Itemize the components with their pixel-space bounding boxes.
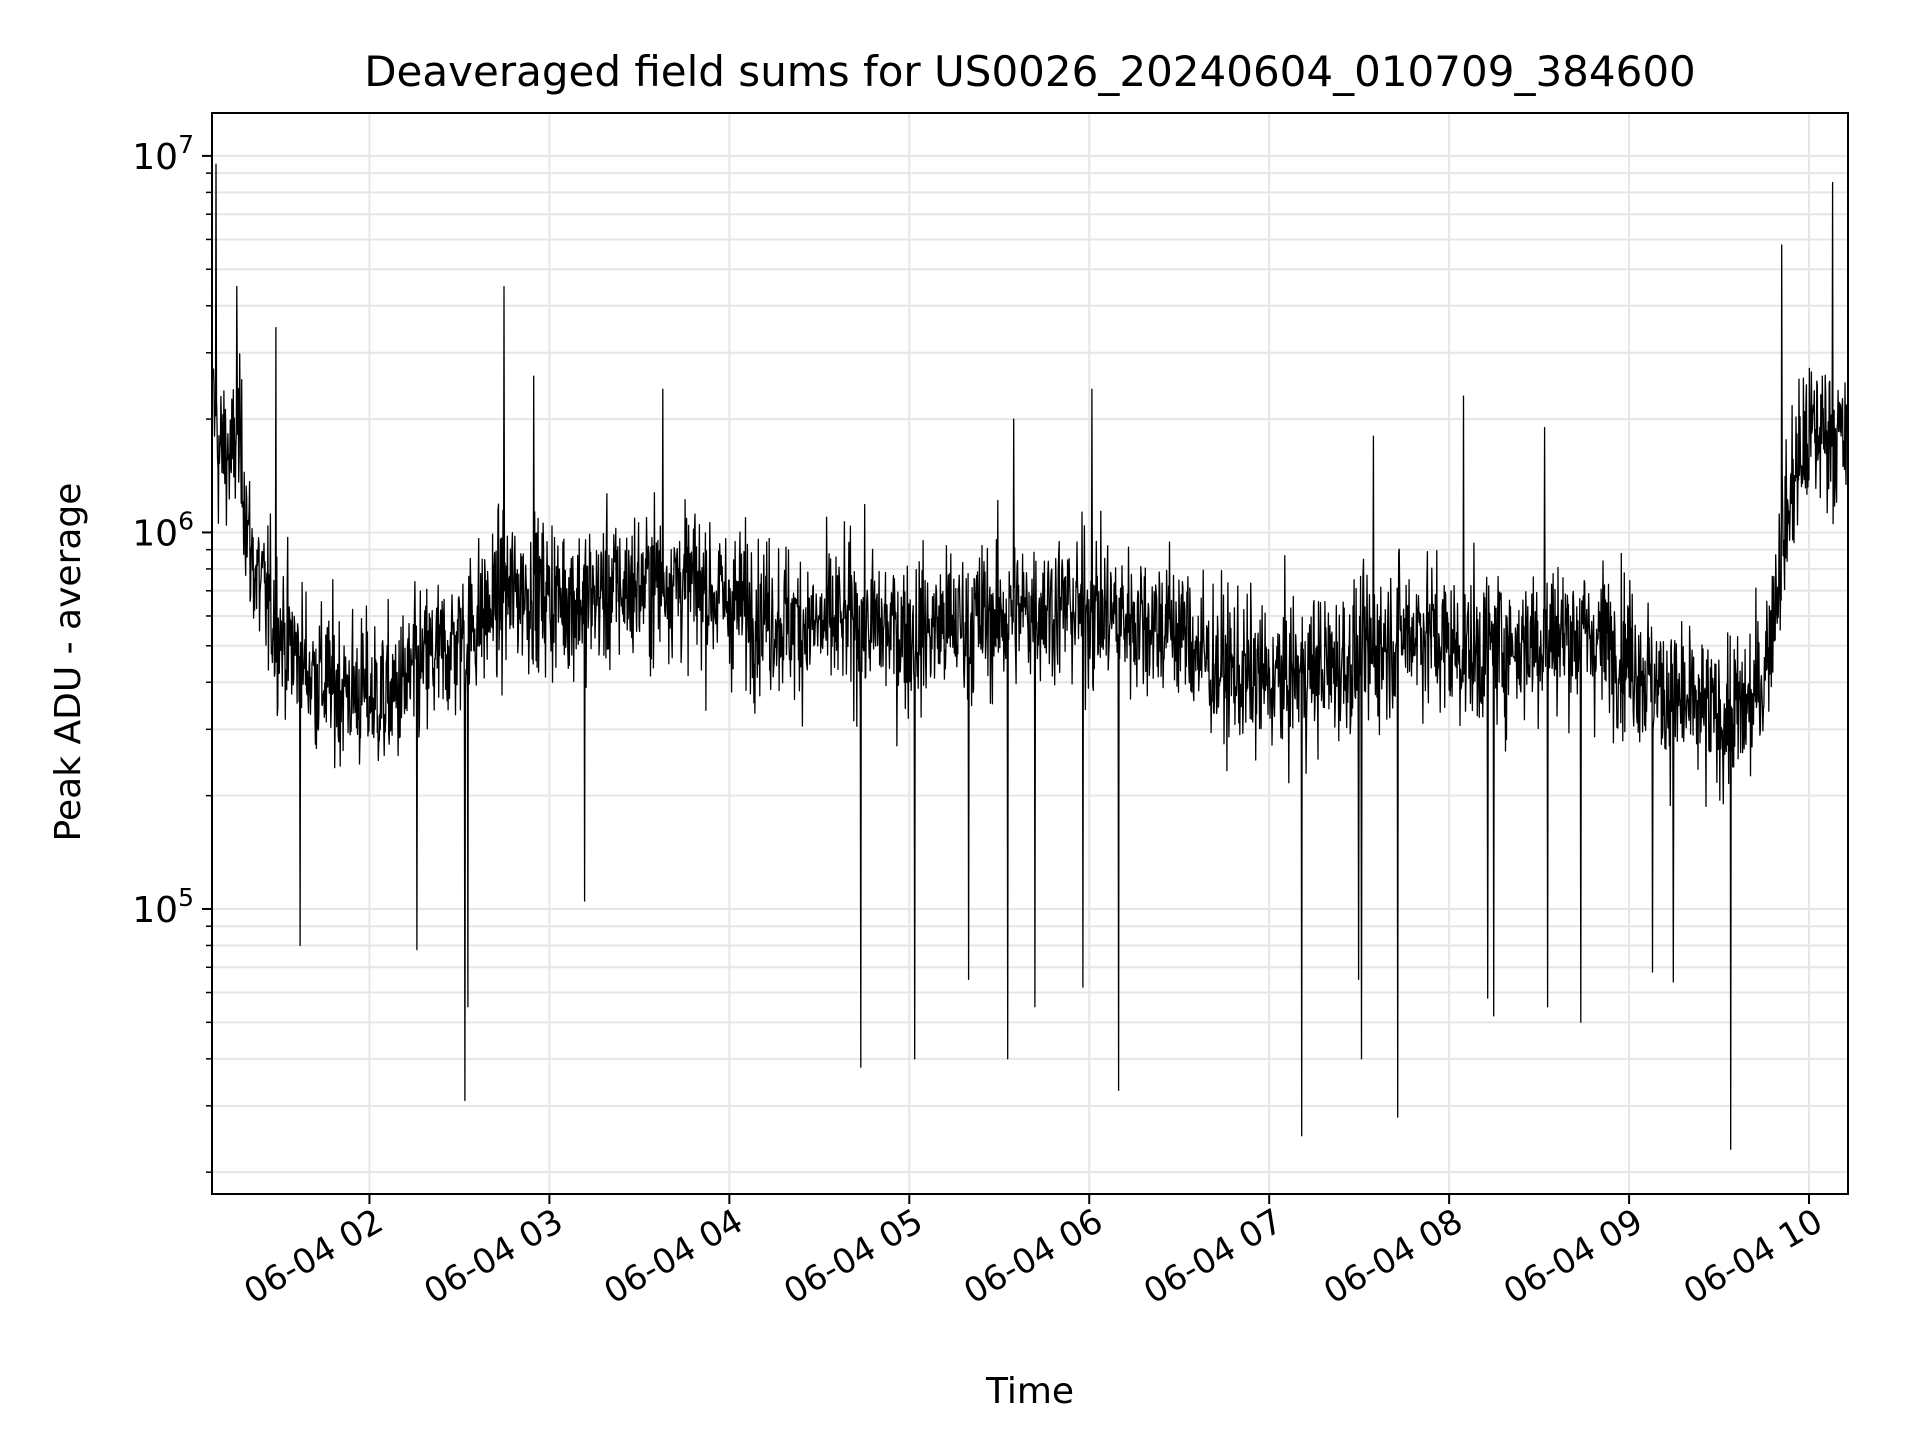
y-tick-label: 107 xyxy=(132,130,194,178)
y-tick-label: 106 xyxy=(132,506,194,554)
y-tick-label: 105 xyxy=(132,883,194,931)
series-line xyxy=(212,163,1848,1150)
plot-frame xyxy=(211,112,1849,1195)
y-axis-label: Peak ADU - average xyxy=(48,483,89,842)
x-axis-label: Time xyxy=(985,1371,1074,1412)
y-axis: 105 106 107 xyxy=(132,130,212,1173)
grid xyxy=(212,113,1848,1194)
chart-title: Deaveraged field sums for US0026_2024060… xyxy=(364,47,1696,96)
series-layer xyxy=(212,163,1848,1150)
